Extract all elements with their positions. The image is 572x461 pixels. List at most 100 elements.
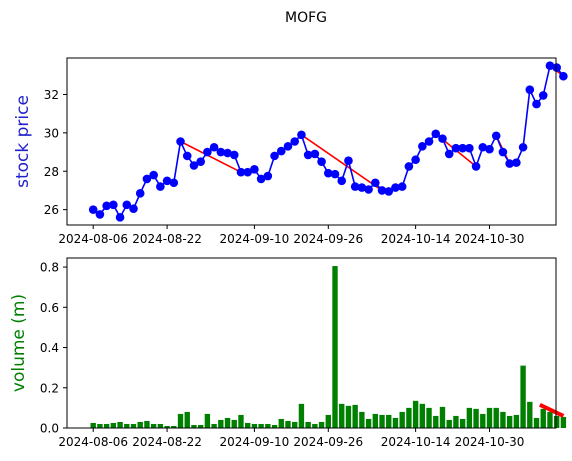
- price-point: [270, 151, 279, 161]
- volume-bar: [399, 411, 405, 428]
- price-point: [438, 134, 447, 143]
- volume-bar: [473, 408, 479, 428]
- price-point: [310, 149, 320, 159]
- volume-bar: [251, 423, 258, 428]
- price-x-tick-label: 2024-10-14: [381, 232, 451, 246]
- price-point: [364, 185, 373, 194]
- price-point: [498, 147, 508, 157]
- volume-bar: [204, 413, 211, 428]
- price-point: [216, 147, 226, 157]
- price-point: [330, 169, 340, 179]
- price-point: [559, 71, 568, 81]
- volume-bar: [506, 415, 513, 428]
- volume-bar: [332, 266, 338, 428]
- volume-bar: [513, 414, 520, 428]
- price-point: [236, 167, 246, 177]
- price-x-tick-label: 2024-09-10: [220, 232, 290, 246]
- volume-bar: [372, 413, 378, 428]
- volume-bar: [238, 414, 244, 428]
- price-x-tick-label: 2024-09-26: [293, 232, 363, 246]
- volume-bar: [258, 423, 264, 428]
- price-point: [156, 182, 165, 191]
- volume-bar: [130, 423, 137, 428]
- price-point: [169, 178, 179, 188]
- volume-axes: 0.0 0.2 0.4 0.6 0.8 2024-08-06 2024-08-22 2024-…: [40, 257, 557, 449]
- price-axes-frame: [66, 57, 557, 226]
- volume-bar: [224, 417, 231, 428]
- volume-bar: [164, 425, 170, 428]
- price-point: [404, 162, 414, 171]
- volume-bar: [386, 414, 392, 428]
- chart-title: MOFG: [285, 10, 327, 26]
- volume-y-axis-label: volume (m): [9, 294, 29, 392]
- volume-bar: [292, 421, 298, 428]
- volume-bar: [553, 415, 560, 428]
- price-point: [102, 201, 111, 211]
- price-point: [162, 176, 172, 186]
- price-point: [465, 143, 474, 153]
- price-point: [532, 99, 541, 109]
- price-point: [115, 213, 125, 222]
- volume-bar: [90, 422, 96, 428]
- price-x-tick-label: 2024-10-30: [455, 232, 525, 246]
- volume-bar: [110, 422, 117, 428]
- volume-bar: [211, 423, 217, 428]
- volume-x-tick-label: 2024-09-26: [293, 435, 363, 449]
- volume-bar: [231, 419, 237, 428]
- volume-y-tick-label: 0.8: [40, 261, 59, 275]
- volume-bar: [218, 419, 224, 428]
- price-y-tick-label: 28: [44, 165, 59, 179]
- volume-y-tick-label: 0.2: [40, 381, 59, 395]
- price-point: [518, 142, 528, 152]
- price-y-tick-label: 30: [44, 126, 59, 140]
- volume-x-tick-label: 2024-10-14: [381, 435, 451, 449]
- price-point: [505, 159, 514, 168]
- volume-bar: [493, 407, 499, 428]
- volume-bar: [117, 421, 123, 428]
- volume-bar: [433, 415, 439, 428]
- volume-bar: [137, 421, 143, 428]
- price-point: [129, 204, 138, 213]
- volume-bar: [359, 411, 365, 428]
- price-point: [350, 182, 360, 191]
- price-point: [243, 167, 252, 177]
- price-point: [377, 186, 387, 195]
- price-point: [337, 176, 347, 186]
- price-point: [297, 130, 306, 140]
- price-y-tick-label: 32: [44, 88, 59, 102]
- volume-bars: [90, 266, 567, 428]
- volume-bar: [171, 425, 177, 428]
- volume-trend-lines: [539, 403, 565, 418]
- price-point: [371, 178, 380, 188]
- volume-panel: 0.0 0.2 0.4 0.6 0.8 2024-08-06 2024-08-22 2024-…: [9, 257, 567, 449]
- price-point: [88, 205, 98, 214]
- price-point: [135, 189, 145, 198]
- price-point: [209, 142, 219, 152]
- price-point: [552, 63, 561, 72]
- price-point: [491, 131, 501, 141]
- volume-bar: [365, 418, 372, 428]
- price-series-line: [92, 64, 565, 219]
- volume-bar: [177, 413, 184, 428]
- volume-bar: [419, 403, 426, 428]
- volume-bar: [150, 423, 157, 428]
- volume-bar: [191, 424, 197, 428]
- volume-y-tick-label: 0.4: [40, 341, 59, 355]
- volume-bar: [426, 407, 432, 428]
- volume-bar: [520, 365, 526, 428]
- price-x-tick-label: 2024-08-22: [132, 232, 202, 246]
- price-point: [344, 156, 353, 165]
- price-x-tick-label: 2024-08-06: [58, 232, 128, 246]
- price-point: [142, 174, 152, 184]
- volume-bar: [392, 417, 399, 428]
- price-point: [196, 157, 205, 166]
- price-point: [122, 200, 132, 210]
- price-point: [397, 182, 407, 191]
- price-point: [384, 187, 394, 196]
- volume-bar: [318, 421, 325, 428]
- price-point: [109, 200, 118, 210]
- volume-y-tick-label: 0.0: [40, 422, 59, 436]
- volume-x-tick-label: 2024-08-06: [58, 435, 128, 449]
- price-point: [458, 143, 467, 153]
- price-y-axis-label: stock price: [13, 95, 33, 188]
